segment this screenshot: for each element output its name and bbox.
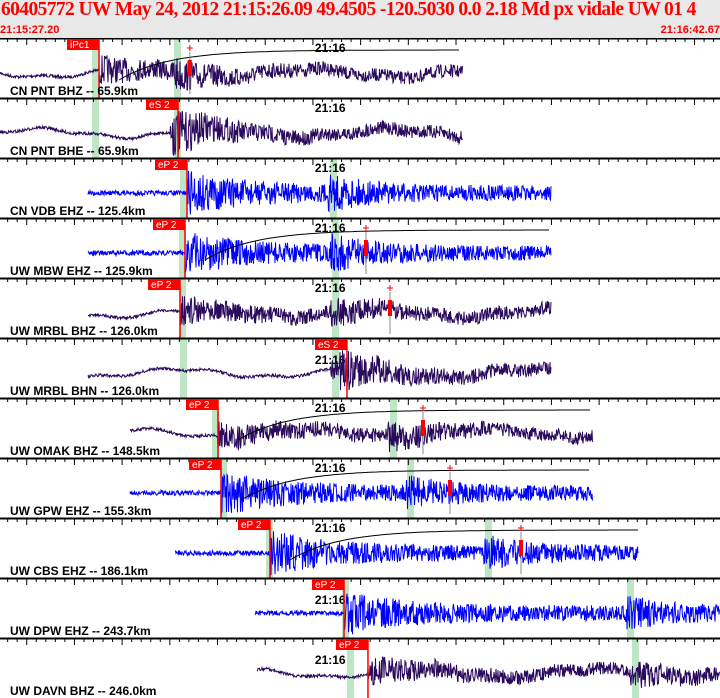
station-label: UW MBW EHZ -- 125.9km <box>10 264 153 278</box>
amplitude-marker[interactable] <box>518 540 523 556</box>
station-panel[interactable]: 21:16 eP 2 UW OMAK BHZ -- 148.5km <box>0 397 720 458</box>
plus-icon <box>362 225 369 231</box>
station-label: UW CBS EHZ -- 186.1km <box>10 564 148 578</box>
amplitude-marker[interactable] <box>421 420 426 436</box>
pick-label-box[interactable] <box>146 99 179 110</box>
pick-label-box[interactable] <box>314 339 347 350</box>
station-label: CN VDB EHZ -- 125.4km <box>10 204 145 218</box>
amplitude-marker[interactable] <box>363 240 368 256</box>
waveform-trace <box>87 170 552 215</box>
waveform-trace <box>0 55 463 91</box>
waveform-trace <box>174 531 639 575</box>
station-panel[interactable]: 21:16 eP 2 UW MRBL BHZ -- 126.0km <box>0 277 720 338</box>
plus-icon <box>447 465 454 471</box>
station-panel[interactable]: 21:16 eP 2 UW MBW EHZ -- 125.9km <box>0 217 720 278</box>
coda-decay-curve <box>240 469 590 501</box>
minute-label: 21:16 <box>315 461 346 475</box>
waveform-trace <box>254 593 720 635</box>
station-panel[interactable]: 21:16 iPc1 CN PNT BHZ -- 65.9km <box>0 38 720 98</box>
plus-icon <box>517 525 524 531</box>
station-panel[interactable]: 21:16 eP 2 CN VDB EHZ -- 125.4km <box>0 157 720 218</box>
plus-icon <box>186 45 193 51</box>
pick-label-box[interactable] <box>312 579 345 590</box>
station-panel[interactable]: 21:16 eP 2 UW DPW EHZ -- 243.7km <box>0 577 720 638</box>
pick-label[interactable]: eP 2 <box>156 220 177 231</box>
predicted-arrival-band <box>347 639 355 698</box>
minute-label: 21:16 <box>315 353 346 367</box>
station-panel[interactable]: 21:16 eS 2 UW MRBL BHN -- 126.0km <box>0 337 720 398</box>
amplitude-marker[interactable] <box>448 480 453 496</box>
pick-label[interactable]: eP 2 <box>339 640 360 651</box>
window-end-time: 21:16:42.67 <box>660 24 720 36</box>
predicted-arrival-band <box>212 399 220 458</box>
minute-label: 21:16 <box>315 653 346 667</box>
coda-decay-curve <box>118 49 460 81</box>
waveform-trace <box>129 420 593 453</box>
station-panel[interactable]: 21:16 eS 2 CN PNT BHE -- 65.9km <box>0 97 720 158</box>
waveform-trace <box>256 656 720 689</box>
minute-label: 21:16 <box>315 221 346 235</box>
station-label: UW DAVN BHZ -- 246.0km <box>10 684 156 698</box>
event-title: 60405772 UW May 24, 2012 21:15:26.09 49.… <box>1 0 696 20</box>
minute-label: 21:16 <box>315 281 346 295</box>
station-label: UW OMAK BHZ -- 148.5km <box>10 444 160 458</box>
minute-label: 21:16 <box>315 41 346 55</box>
pick-label-box[interactable] <box>189 459 222 470</box>
waveform-trace <box>87 233 552 273</box>
predicted-arrival-band <box>179 159 187 218</box>
waveform-trace <box>87 296 552 327</box>
minute-label: 21:16 <box>315 161 346 175</box>
coda-decay-curve <box>237 409 590 441</box>
predicted-arrival-band <box>627 579 635 638</box>
predicted-arrival-band <box>92 99 100 158</box>
waveform-trace <box>87 350 552 391</box>
predicted-arrival-band <box>179 339 187 398</box>
pick-label-box[interactable] <box>335 639 368 650</box>
pick-label[interactable]: eP 2 <box>241 520 262 531</box>
amplitude-marker[interactable] <box>187 60 192 76</box>
window-start-time: 21:15:27.20 <box>0 24 60 36</box>
pick-label-box[interactable] <box>154 159 187 170</box>
minute-label: 21:16 <box>315 101 346 115</box>
seismogram-panels[interactable]: 21:16 iPc1 CN PNT BHZ -- 65.9km 21:16 eS 2 CN… <box>0 38 720 698</box>
pick-label[interactable]: eP 2 <box>315 580 336 591</box>
predicted-arrival-band <box>332 279 340 338</box>
pick-label-box[interactable] <box>67 39 100 50</box>
station-label: UW GPW EHZ -- 155.3km <box>10 504 151 518</box>
header-bar: 60405772 UW May 24, 2012 21:15:26.09 49.… <box>0 0 720 38</box>
pick-label[interactable]: eP 2 <box>189 400 210 411</box>
minute-label: 21:16 <box>315 521 346 535</box>
plus-icon <box>420 405 427 411</box>
predicted-arrival-band <box>407 459 415 518</box>
pick-label-box[interactable] <box>185 399 218 410</box>
amplitude-marker[interactable] <box>388 300 393 316</box>
pick-label[interactable]: iPc1 <box>70 40 90 51</box>
coda-decay-curve <box>204 229 549 261</box>
coda-decay-curve <box>289 529 638 561</box>
minute-label: 21:16 <box>315 401 346 415</box>
pick-label-box[interactable] <box>148 279 181 290</box>
pick-label-box[interactable] <box>152 219 185 230</box>
predicted-arrival-band <box>332 219 340 278</box>
pick-label-box[interactable] <box>237 519 270 530</box>
pick-label[interactable]: eP 2 <box>158 160 179 171</box>
pick-label[interactable]: eP 2 <box>192 460 213 471</box>
station-label: UW DPW EHZ -- 243.7km <box>10 624 151 638</box>
station-panel[interactable]: 21:16 eP 2 UW DAVN BHZ -- 246.0km <box>0 637 720 698</box>
station-label: CN PNT BHZ -- 65.9km <box>10 84 138 98</box>
waveform-trace <box>0 111 463 156</box>
station-label: UW MRBL BHZ -- 126.0km <box>10 324 158 338</box>
station-label: UW MRBL BHN -- 126.0km <box>10 384 159 398</box>
plus-icon <box>387 285 394 291</box>
station-panel[interactable]: 21:16 eP 2 UW GPW EHZ -- 155.3km <box>0 457 720 518</box>
predicted-arrival-band <box>631 639 639 698</box>
minute-label: 21:16 <box>315 593 346 607</box>
station-label: CN PNT BHE -- 65.9km <box>10 144 139 158</box>
pick-label[interactable]: eS 2 <box>149 100 170 111</box>
waveform-trace <box>129 472 593 515</box>
predicted-arrival-band <box>179 219 187 278</box>
station-panel[interactable]: 21:16 eP 2 UW CBS EHZ -- 186.1km <box>0 517 720 578</box>
pick-label[interactable]: eS 2 <box>318 340 339 351</box>
pick-label[interactable]: eP 2 <box>151 280 172 291</box>
